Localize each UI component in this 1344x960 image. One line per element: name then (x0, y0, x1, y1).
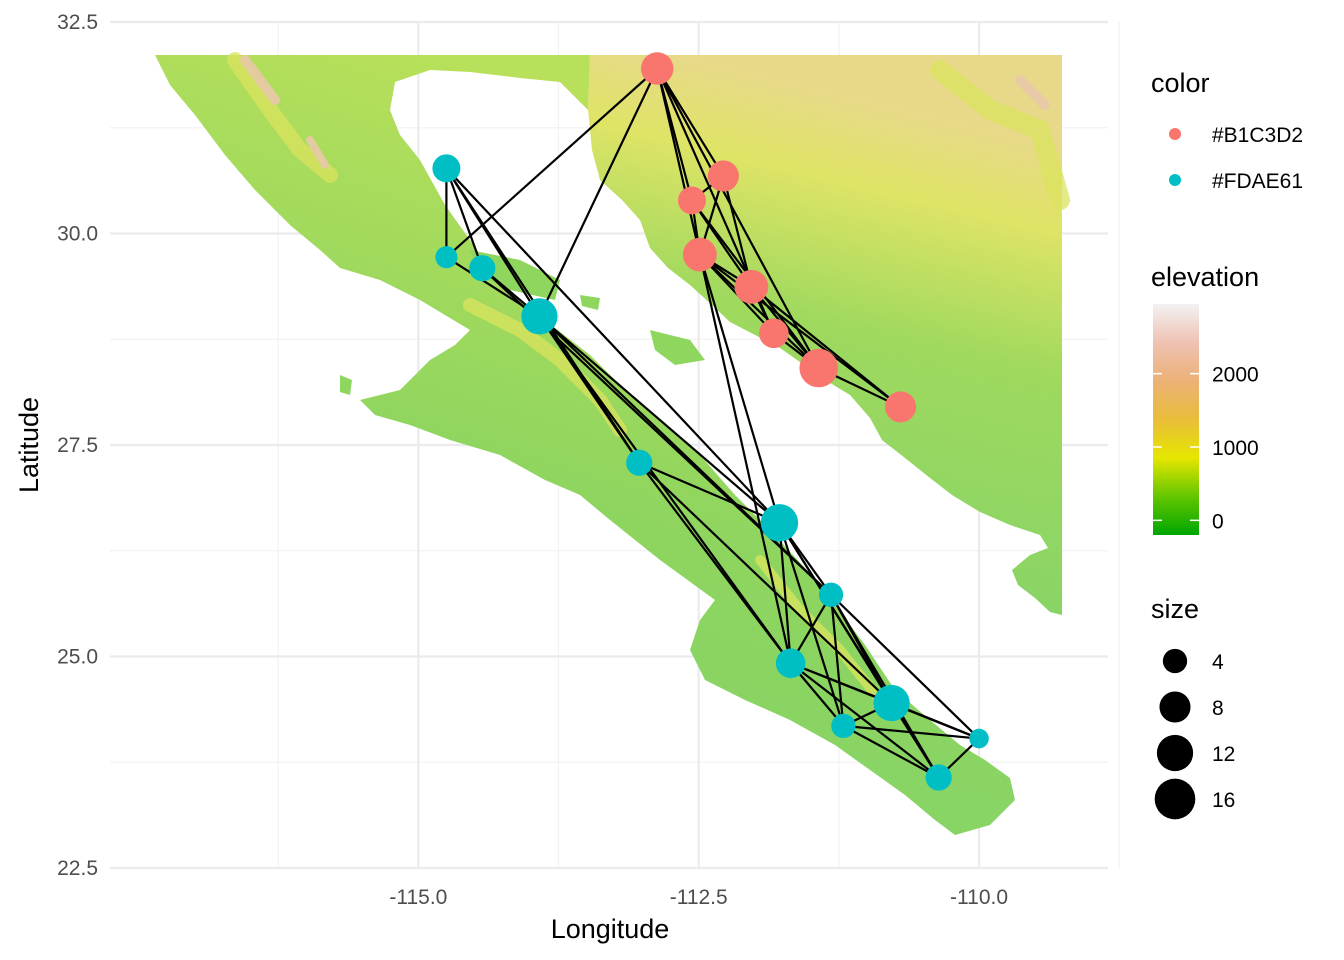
y-tick-label: 22.5 (57, 857, 98, 880)
size-legend-key (1154, 778, 1196, 820)
color-legend-label: #B1C3D2 (1212, 124, 1303, 147)
network-edge (656, 67, 725, 177)
y-axis-tick-labels: 22.5 25.0 27.5 30.0 32.5 (57, 11, 98, 880)
network-edge (538, 315, 781, 524)
network-edge (830, 594, 893, 704)
network-node (759, 318, 789, 349)
x-tick-label: -110.0 (950, 886, 1008, 909)
x-axis-title: Longitude (551, 914, 670, 944)
size-legend-key (1162, 648, 1188, 674)
size-legend-label: 12 (1212, 743, 1235, 766)
color-legend-label: #FDAE61 (1212, 170, 1303, 193)
y-axis-title: Latitude (14, 397, 44, 493)
elevation-legend-label: 2000 (1212, 364, 1259, 387)
size-legend-label: 16 (1212, 789, 1235, 812)
size-legend-key (1159, 691, 1191, 723)
network-nodes (432, 52, 989, 791)
network-edge (538, 315, 792, 664)
y-tick-label: 25.0 (57, 646, 98, 669)
elevation-legend-label: 1000 (1212, 437, 1259, 460)
elevation-legend-label: 0 (1212, 510, 1224, 533)
network-edge (699, 253, 820, 369)
mainland-terrain (588, 55, 1062, 615)
network-node (521, 298, 558, 335)
y-tick-label: 30.0 (57, 223, 98, 246)
network-edge (778, 522, 845, 727)
network-edge (830, 593, 980, 740)
x-axis-tick-labels: -115.0 -112.5 -110.0 (389, 886, 1008, 909)
peak-area (1015, 75, 1050, 110)
network-node (640, 52, 674, 85)
network-edge (778, 522, 893, 704)
network-edge (778, 522, 792, 664)
size-legend-label: 8 (1212, 697, 1224, 720)
y-tick-label: 32.5 (57, 11, 98, 34)
color-legend-key (1169, 174, 1181, 186)
network-edge (638, 461, 893, 704)
network-edge (445, 167, 781, 524)
network-edge (638, 462, 792, 664)
network-node (799, 348, 838, 388)
network-edge (538, 68, 659, 317)
network-edge (842, 724, 940, 779)
peninsula-terrain (155, 55, 1015, 835)
network-node (626, 449, 653, 476)
network-edge (698, 254, 792, 664)
network-edge (698, 254, 781, 524)
elevation-legend-title: elevation (1151, 262, 1259, 292)
peak-area (240, 55, 280, 105)
elevation-raster (155, 52, 1070, 835)
island-terrain (650, 330, 705, 365)
network-node (925, 764, 952, 791)
network-node (435, 246, 458, 269)
network-edge (445, 167, 484, 269)
highland-ridge (755, 555, 885, 705)
network-edge (638, 461, 780, 524)
size-legend-key (1156, 734, 1194, 772)
size-legend-label: 4 (1212, 651, 1224, 674)
network-node (734, 269, 769, 304)
network-edge (789, 662, 940, 779)
network-node (677, 186, 706, 215)
network-node (969, 728, 989, 749)
network-node (682, 237, 717, 272)
color-legend-title: color (1151, 68, 1210, 98)
network-node (707, 160, 739, 192)
highland-ridge (227, 52, 338, 183)
network-edge (829, 594, 845, 726)
network-node (760, 504, 799, 542)
x-tick-label: -115.0 (389, 886, 447, 909)
network-node (818, 582, 844, 607)
network-node (469, 255, 496, 282)
network-node (885, 391, 917, 423)
highland-ridge (930, 60, 1070, 210)
network-node (432, 154, 461, 183)
network-edge (750, 285, 902, 408)
elevation-colorbar (1153, 304, 1199, 535)
network-edge (699, 253, 902, 408)
network-node (873, 684, 910, 722)
island-terrain (340, 375, 352, 395)
network-edge (656, 68, 701, 255)
color-legend-key (1169, 128, 1181, 140)
color-legend: color #B1C3D2 #FDAE61 (1151, 68, 1303, 193)
network-node (831, 713, 856, 739)
y-tick-label: 27.5 (57, 434, 98, 457)
island-terrain (580, 295, 600, 310)
network-node (775, 648, 806, 679)
x-tick-label: -112.5 (670, 886, 728, 909)
size-legend: size 4 8 12 16 (1151, 594, 1235, 820)
network-edge (722, 175, 753, 288)
size-legend-title: size (1151, 594, 1199, 624)
peak-area (306, 136, 329, 169)
elevation-legend: elevation 0 1000 2000 (1151, 262, 1259, 535)
